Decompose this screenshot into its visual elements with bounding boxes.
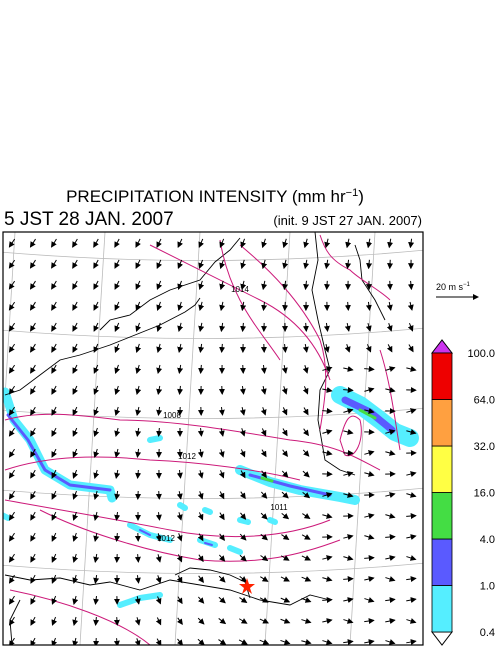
colorbar: 0.4 1.0 4.0 16.0 32.0 64.0 100.0	[432, 340, 495, 645]
colorbar-segment	[432, 400, 452, 447]
valid-time: 5 JST 28 JAN. 2007	[4, 209, 174, 230]
colorbar-over	[432, 340, 452, 353]
wind-arrow	[159, 491, 160, 499]
wind-arrow	[285, 302, 286, 310]
wind-scale-exponent: −1	[463, 282, 471, 288]
colorbar-segment	[432, 586, 452, 633]
isobar-label: 1008	[163, 411, 181, 420]
isobar-label: 1012	[178, 452, 196, 461]
isobar-label: 1012	[157, 534, 175, 543]
colorbar-segment	[432, 446, 452, 493]
isobar-label: 1014	[231, 285, 249, 294]
wind-arrow	[322, 600, 332, 601]
wind-arrow	[159, 428, 160, 436]
wind-arrow	[385, 537, 395, 538]
colorbar-label: 0.4	[480, 627, 495, 639]
wind-arrow	[406, 516, 416, 517]
wind-arrow	[117, 617, 118, 625]
wind-arrow	[306, 323, 307, 331]
map	[0, 232, 450, 646]
wind-scale-main: 20 m s	[436, 282, 464, 292]
title-main: PRECIPITATION INTENSITY (mm hr	[66, 187, 346, 206]
wind-scale-label: 20 m s−1	[436, 282, 471, 292]
colorbar-label: 64.0	[474, 395, 495, 407]
colorbar-under	[432, 632, 452, 645]
wind-arrow	[364, 558, 374, 559]
isobar-label: 1011	[270, 503, 288, 512]
colorbar-label: 100.0	[467, 348, 495, 360]
title-end: )	[358, 187, 364, 206]
title: PRECIPITATION INTENSITY (mm hr−1)	[66, 187, 364, 206]
colorbar-label: 32.0	[474, 441, 495, 453]
wind-arrow	[343, 579, 353, 580]
colorbar-segment	[432, 353, 452, 400]
colorbar-segment	[432, 539, 452, 586]
init-time: (init. 9 JST 27 JAN. 2007)	[273, 213, 422, 228]
map-background	[3, 232, 423, 645]
colorbar-segment	[432, 493, 452, 540]
title-exponent: −1	[346, 187, 359, 199]
colorbar-label: 16.0	[474, 488, 495, 500]
colorbar-label: 1.0	[480, 581, 495, 593]
colorbar-label: 4.0	[480, 534, 495, 546]
wind-arrow	[348, 302, 349, 310]
wind-arrow	[327, 281, 328, 289]
wind-arrow	[390, 260, 391, 268]
